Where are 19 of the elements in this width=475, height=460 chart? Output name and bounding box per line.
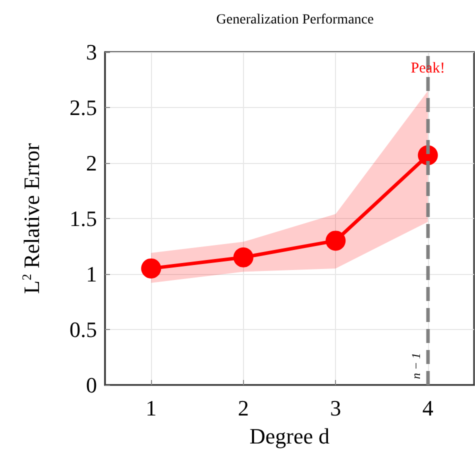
x-tick-label: 3: [330, 396, 342, 420]
ref-line-label: n − 1: [408, 352, 423, 379]
point: [233, 247, 254, 268]
x-axis-title: Degree d: [249, 424, 330, 448]
y-tick-label: 0: [86, 372, 97, 398]
x-tick-label: 4: [422, 396, 434, 420]
point: [141, 258, 162, 278]
annotation: Peak!: [410, 60, 445, 77]
y-tick-label: 2: [86, 150, 97, 176]
y-tick-label: 2.5: [70, 95, 97, 120]
point: [326, 230, 346, 251]
y-axis-title: L2 Relative Error: [19, 142, 44, 294]
chart-title: Generalization Performance: [216, 12, 374, 28]
y-tick-label: 0.5: [70, 317, 97, 342]
y-tick-label: 3: [86, 40, 97, 64]
x-tick-label: 2: [238, 396, 249, 420]
y-tick-label: 1: [86, 262, 97, 286]
y-tick-label: 1.5: [70, 206, 97, 231]
x-tick-label: 1: [146, 396, 157, 420]
